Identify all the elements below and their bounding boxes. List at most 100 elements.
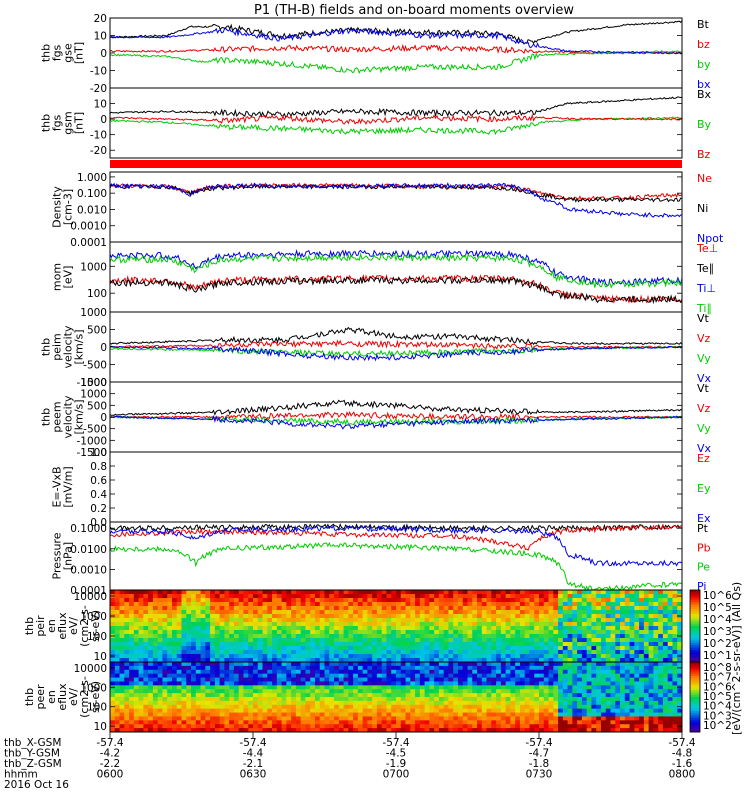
- spectrogram-cell: [224, 662, 230, 667]
- spectrogram-cell: [353, 594, 359, 599]
- spectrogram-cell: [462, 681, 468, 686]
- spectrogram-cell: [248, 716, 254, 721]
- spectrogram-cell: [424, 662, 430, 667]
- spectrogram-cell: [524, 716, 530, 721]
- x-tick-label: -57.4: [382, 737, 409, 749]
- spectrogram-cell: [386, 646, 392, 651]
- spectrogram-cell: [334, 642, 340, 647]
- spectrogram-cell: [181, 673, 187, 678]
- spectrogram-cell: [596, 654, 602, 659]
- spectrogram-cell: [329, 650, 335, 655]
- spectrogram-cell: [639, 689, 645, 694]
- spectrogram-cell: [200, 700, 206, 706]
- spectrogram-cell: [400, 602, 406, 607]
- spectrogram-cell: [443, 681, 449, 686]
- spectrogram-cell: [548, 712, 554, 717]
- y-tick-label: 100: [87, 702, 107, 714]
- spectrogram-cell: [643, 654, 650, 659]
- spectrogram-cell: [248, 634, 254, 639]
- spectrogram-cell: [653, 618, 659, 623]
- spectrogram-cell: [281, 646, 287, 651]
- spectrogram-cell: [553, 693, 559, 698]
- spectrogram-cell: [419, 614, 425, 619]
- spectrogram-cell: [438, 716, 445, 721]
- spectrogram-cell: [624, 658, 630, 663]
- spectrogram-cell: [329, 602, 335, 607]
- spectrogram-cell: [300, 602, 306, 607]
- spectrogram-cell: [419, 646, 425, 651]
- spectrogram-cell: [176, 626, 182, 631]
- spectrogram-cell: [424, 598, 430, 603]
- spectrogram-cell: [629, 728, 635, 733]
- spectrogram-cell: [253, 669, 259, 675]
- spectrogram-cell: [586, 598, 592, 603]
- spectrogram-cell: [615, 590, 621, 595]
- spectrogram-cell: [419, 606, 425, 611]
- spectrogram-cell: [610, 681, 616, 686]
- spectrogram-cell: [543, 658, 549, 663]
- spectrogram-cell: [457, 728, 464, 733]
- spectrogram-cell: [305, 658, 311, 663]
- spectrogram-cell: [372, 630, 378, 635]
- spectrogram-cell: [376, 662, 383, 667]
- spectrogram-cell: [610, 650, 616, 655]
- spectrogram-cell: [219, 662, 225, 667]
- spectrogram-cell: [129, 646, 135, 651]
- spectrogram-cell: [672, 634, 678, 639]
- spectrogram-cell: [224, 606, 230, 611]
- spectrogram-cell: [443, 658, 449, 663]
- spectrogram-cell: [615, 634, 621, 639]
- spectrogram-cell: [496, 650, 502, 655]
- spectrogram-cell: [300, 590, 306, 595]
- spectrogram-cell: [295, 614, 302, 619]
- spectrogram-cell: [462, 638, 468, 643]
- spectrogram-cell: [639, 602, 645, 607]
- spectrogram-cell: [429, 693, 435, 698]
- spectrogram-cell: [548, 724, 554, 729]
- spectrogram-cell: [438, 638, 445, 643]
- spectrogram-cell: [553, 646, 559, 651]
- spectrogram-cell: [253, 658, 259, 663]
- spectrogram-cell: [629, 658, 635, 663]
- colorbar-segment: [690, 659, 700, 663]
- spectrogram-cell: [524, 724, 530, 729]
- y-axis-label-line: thb: [23, 617, 36, 635]
- spectrogram-cell: [539, 626, 545, 631]
- spectrogram-cell: [362, 650, 368, 655]
- spectrogram-cell: [624, 650, 630, 655]
- spectrogram-cell: [467, 658, 473, 663]
- spectrogram-cell: [353, 724, 359, 729]
- spectrogram-cell: [376, 634, 383, 639]
- spectrogram-cell: [314, 598, 321, 603]
- spectrogram-cell: [248, 665, 254, 671]
- spectrogram-cell: [453, 716, 459, 721]
- spectrogram-cell: [534, 650, 540, 655]
- spectrogram-cell: [496, 712, 502, 717]
- spectrogram-cell: [410, 681, 416, 686]
- spectrogram-cell: [424, 606, 430, 611]
- spectrogram-cell: [114, 590, 120, 595]
- spectrogram-cell: [491, 650, 497, 655]
- spectrogram-cell: [272, 728, 278, 733]
- spectrogram-cell: [572, 642, 578, 647]
- spectrogram-cell: [553, 634, 559, 639]
- spectrogram-cell: [610, 614, 616, 619]
- spectrogram-cell: [343, 598, 349, 603]
- spectrogram-cell: [672, 669, 678, 675]
- spectrogram-cell: [481, 704, 487, 710]
- spectrogram-cell: [419, 618, 425, 623]
- time-axis: -57.4-4.2-2.20600-57.4-4.4-2.10630-57.4-…: [4, 732, 696, 791]
- spectrogram-cell: [353, 642, 359, 647]
- spectrogram-cell: [143, 697, 149, 702]
- spectrogram-cell: [472, 590, 478, 595]
- spectrogram-cell: [577, 685, 583, 690]
- spectrogram-cell: [653, 665, 659, 671]
- spectrogram-cell: [381, 704, 387, 710]
- spectrogram-cell: [634, 610, 640, 615]
- spectrogram-cell: [372, 614, 378, 619]
- spectrogram-cell: [467, 685, 473, 690]
- spectrogram-cell: [543, 697, 549, 702]
- spectrogram-cell: [310, 681, 316, 686]
- spectrogram-cell: [491, 681, 497, 686]
- spectrogram-cell: [581, 630, 588, 635]
